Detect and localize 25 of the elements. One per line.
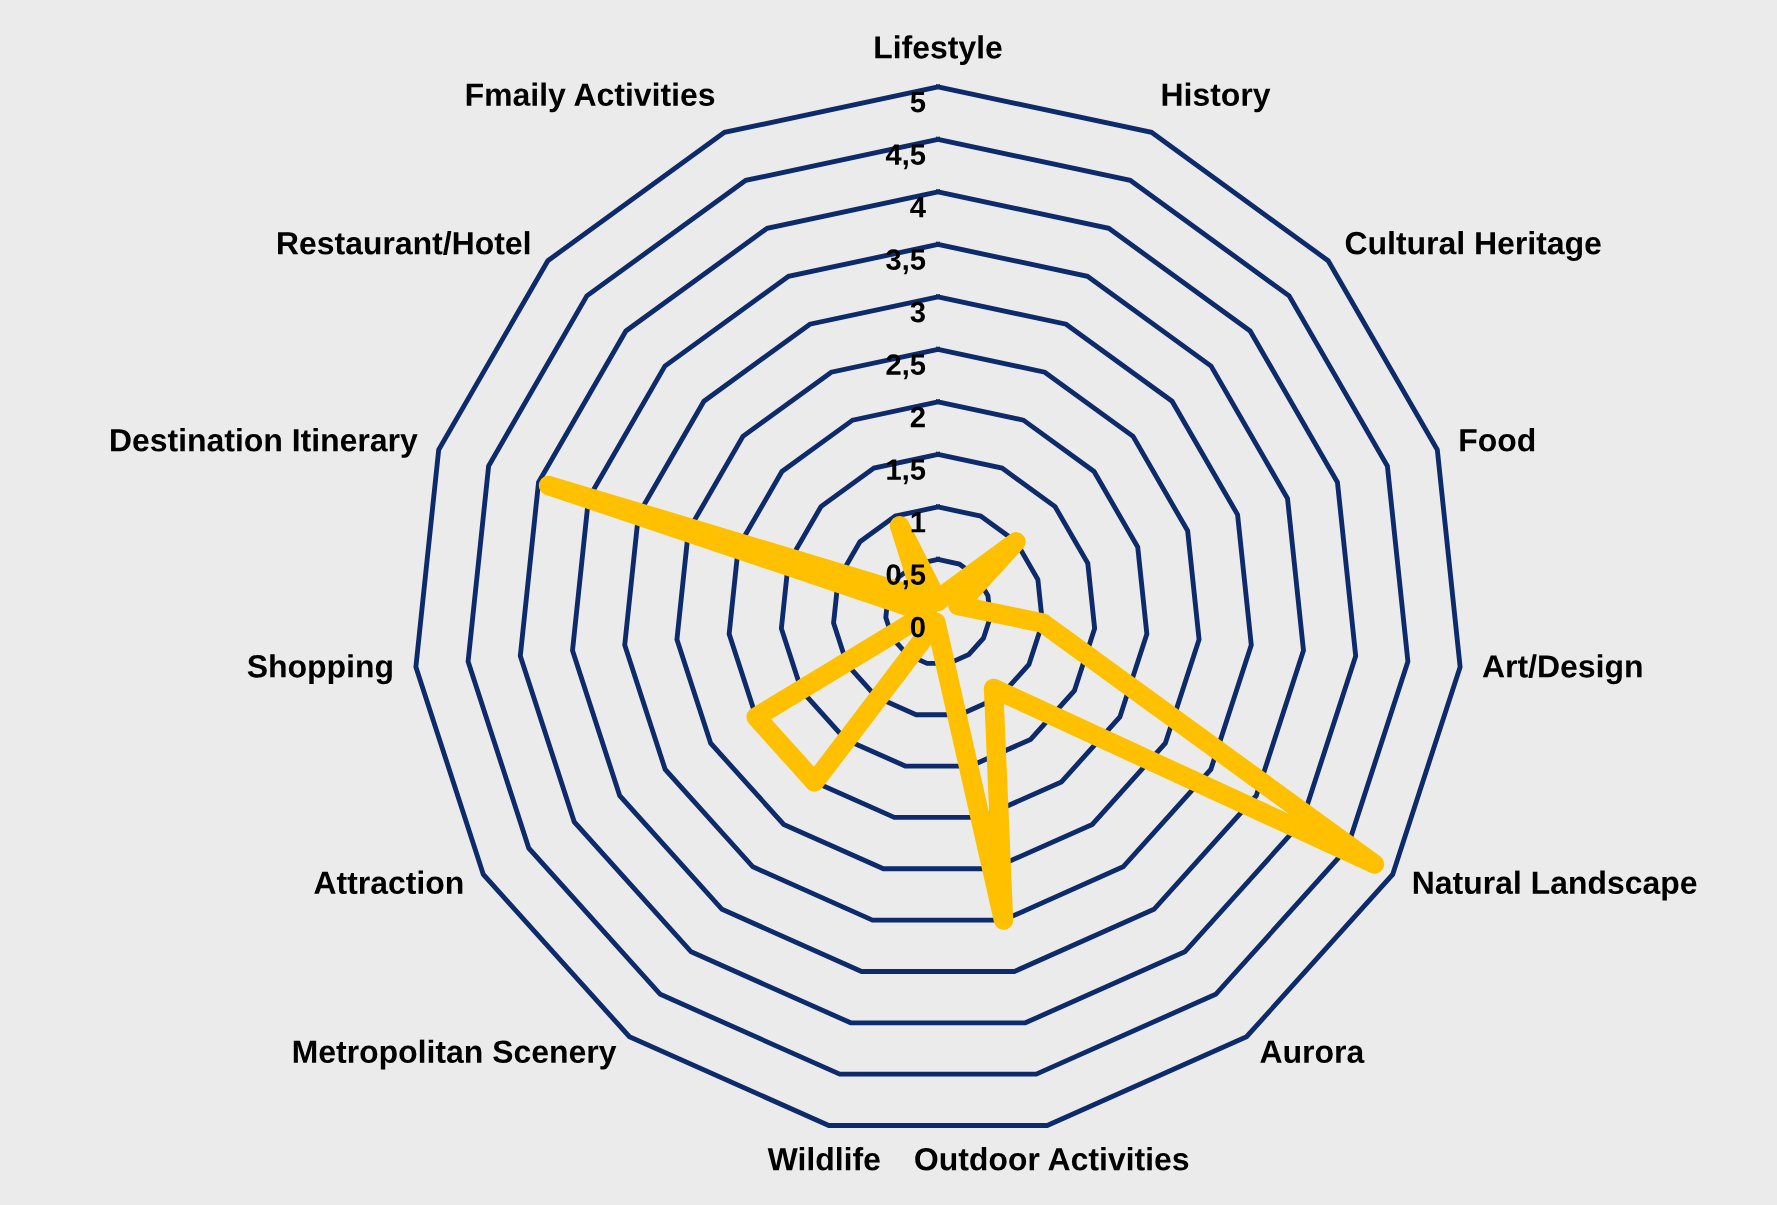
spoke-label: Metropolitan Scenery — [293, 1039, 617, 1070]
y-tick-label: 1 — [911, 512, 926, 533]
spoke-label: Attraction — [314, 870, 463, 895]
y-tick-label: 1,5 — [887, 459, 926, 485]
spoke-label: Restaurant/Hotel — [278, 231, 530, 255]
spoke-label: Natural Landscape — [1413, 870, 1697, 901]
y-tick-label: 3,5 — [886, 249, 926, 275]
spoke-label: History — [1162, 82, 1271, 113]
spoke-label: Lifestyle — [875, 35, 1002, 65]
y-tick-label: 4 — [910, 197, 926, 218]
spoke-label: Food — [1460, 428, 1535, 452]
spoke-label: Destination Itinerary — [111, 428, 418, 458]
y-tick-label: 2,5 — [886, 354, 926, 380]
spoke-label: Art/Design — [1482, 654, 1642, 685]
spoke-label: Shopping — [247, 654, 392, 685]
y-tick-label: 5 — [910, 92, 926, 113]
y-tick-label: 3 — [910, 301, 925, 323]
spoke-label: Wildlife — [767, 1147, 880, 1171]
y-tick-label: 4,5 — [885, 144, 926, 170]
y-tick-label: 2 — [910, 406, 925, 428]
spoke-label: Fmaily Activities — [466, 82, 715, 113]
spoke-label: Aurora — [1260, 1040, 1365, 1064]
y-tick-label: 0 — [910, 616, 925, 638]
spoke-label: Outdoor Activities — [915, 1147, 1189, 1171]
spoke-label: Cultural Heritage — [1345, 231, 1601, 261]
